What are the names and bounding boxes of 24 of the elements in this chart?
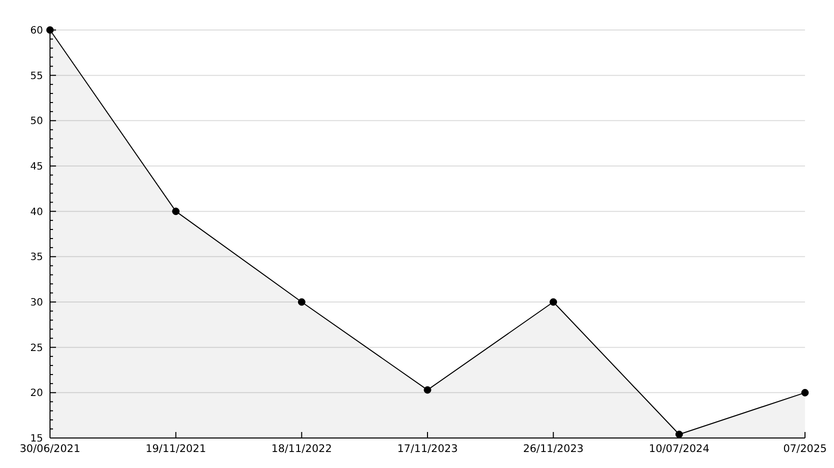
x-tick-label: 30/06/2021 [20,443,80,455]
y-tick-label: 45 [30,162,43,172]
point [675,430,683,438]
x-tick-label: 19/11/2021 [146,443,206,455]
x-tick-label: 07/2025 [783,443,827,455]
y-tick-label: 15 [30,434,43,444]
point [550,298,558,306]
y-tick-label: 25 [30,342,43,354]
y-tick-label: 35 [30,252,43,264]
y-tick-label: 40 [30,206,43,218]
x-tick-label: 17/11/2023 [397,443,458,455]
y-tick-label: 20 [30,388,43,400]
y-tick-label: 60 [30,26,43,36]
point [424,386,432,394]
x-tick-label: 10/07/2024 [648,443,710,455]
y-tick-label: 55 [30,70,43,82]
y-tick-label: 50 [30,116,43,128]
point [298,298,306,306]
point [172,208,180,216]
x-tick-label: 18/11/2022 [271,443,332,455]
y-tick-label: 30 [30,298,43,308]
x-tick-label: 26/11/2023 [523,443,584,455]
point [46,26,54,34]
point [801,388,809,396]
